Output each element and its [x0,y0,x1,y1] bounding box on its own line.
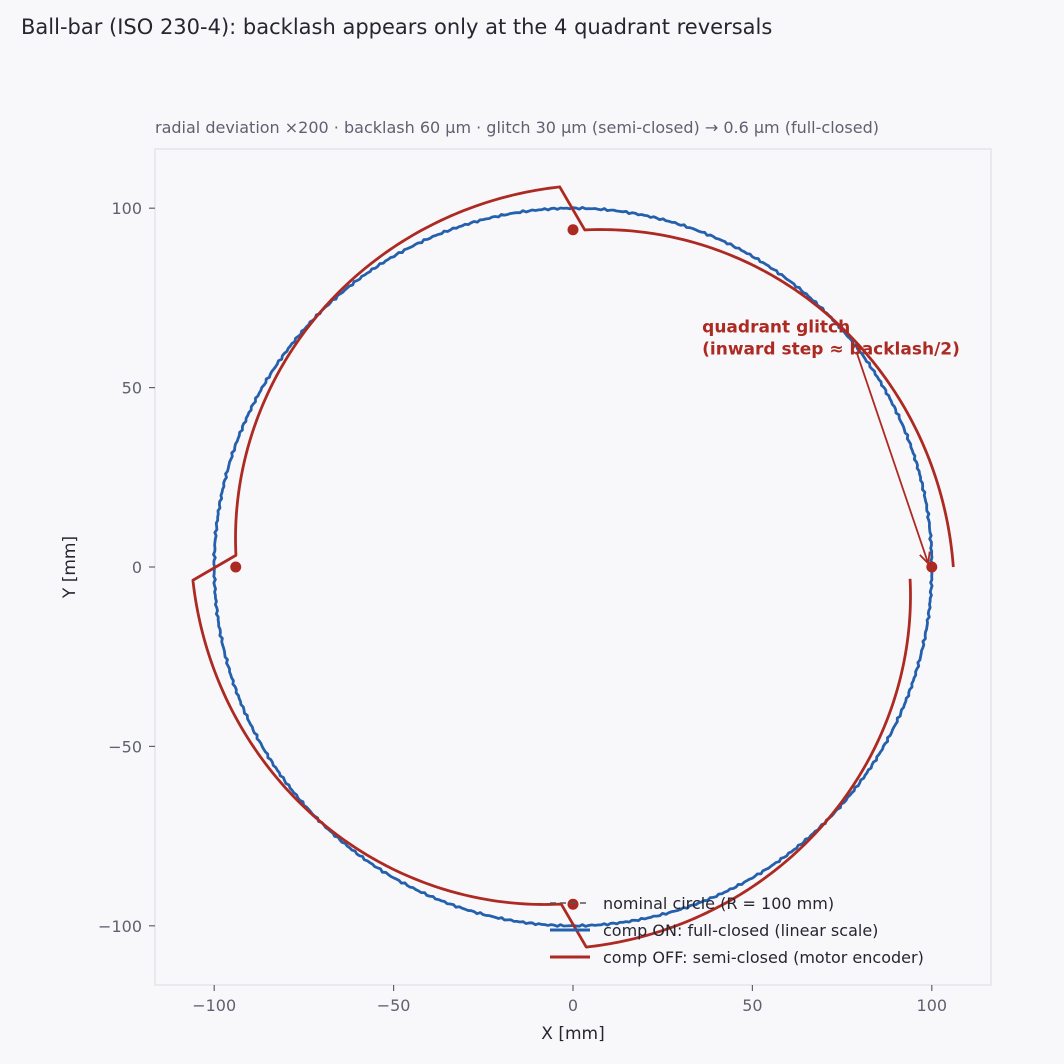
annotation-arrowhead [919,551,931,566]
legend-label-comp-off: comp OFF: semi-closed (motor encoder) [603,948,924,967]
reversal-point-1 [926,561,938,573]
annotation-line-2: (inward step ≈ backlash/2) [702,340,960,360]
reversal-points [230,224,938,910]
annotation-line-1: quadrant glitch [702,318,850,338]
axis-ticks: −100 −50 0 50 100 −100 −50 0 50 100 [98,199,947,1015]
plot-frame [154,148,992,986]
x-tick-label: 50 [742,996,762,1015]
reversal-point-3 [230,561,242,573]
chart-title: Ball-bar (ISO 230-4): backlash appears o… [21,15,772,39]
x-tick-label: −50 [377,996,411,1015]
legend: nominal circle (R = 100 mm) comp ON: ful… [550,894,924,967]
reversal-point-2 [567,224,579,236]
annotation: quadrant glitch (inward step ≈ backlash/… [702,318,960,566]
annotation-arrow [855,351,930,564]
chart-subtitle: radial deviation ×200 · backlash 60 µm ·… [155,118,879,137]
series-comp-off [191,185,955,949]
y-axis-label: Y [mm] [60,536,80,599]
y-tick-label: −50 [108,737,142,756]
legend-label-comp-on: comp ON: full-closed (linear scale) [603,921,878,940]
legend-label-nominal: nominal circle (R = 100 mm) [603,894,834,913]
y-tick-label: 100 [111,199,142,218]
x-axis-label: X [mm] [541,1024,604,1044]
y-tick-label: 0 [132,558,142,577]
y-tick-label: 50 [122,379,142,398]
y-tick-label: −100 [98,917,142,936]
reversal-point-4 [567,898,579,910]
x-tick-label: 0 [568,996,578,1015]
x-tick-label: −100 [192,996,236,1015]
x-tick-label: 100 [917,996,948,1015]
